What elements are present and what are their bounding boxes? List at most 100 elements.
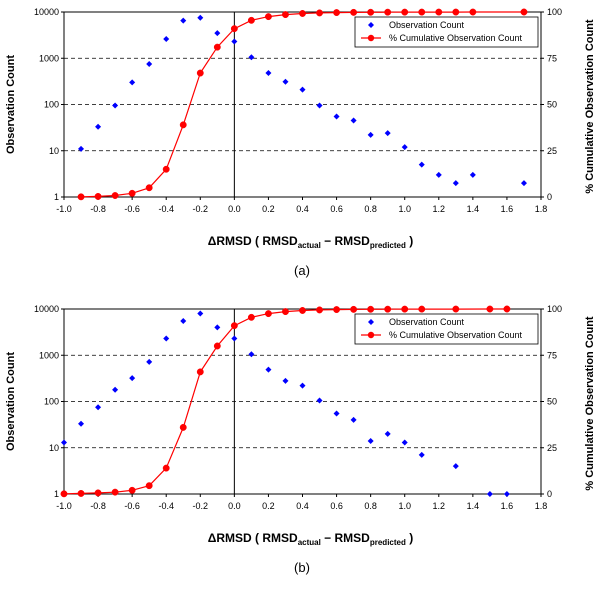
y2-tick-label: 100 xyxy=(547,304,562,314)
cumulative-point xyxy=(299,307,306,314)
observation-count-point xyxy=(418,451,425,458)
x-tick-label: 0.2 xyxy=(262,204,275,214)
y2-tick-label: 75 xyxy=(547,350,557,360)
x-tick-label: 0.4 xyxy=(296,501,309,511)
observation-count-point xyxy=(503,491,510,497)
observation-count-point xyxy=(316,397,323,404)
observation-count-point xyxy=(248,351,255,358)
observation-count-point xyxy=(350,416,357,423)
x-axis-label-part: − RMSD xyxy=(321,234,370,248)
y2-tick-label: 25 xyxy=(547,146,557,156)
cumulative-point xyxy=(162,464,170,472)
x-tick-label: -0.4 xyxy=(158,204,174,214)
x-axis-label: ΔRMSD ( RMSDactual − RMSDpredicted ) xyxy=(208,234,413,250)
x-tick-label: -0.2 xyxy=(193,204,209,214)
cumulative-point xyxy=(452,8,460,16)
observation-count-point xyxy=(112,386,119,393)
x-tick-label: 1.0 xyxy=(398,204,411,214)
x-tick-label: 1.8 xyxy=(535,501,548,511)
observation-count-point xyxy=(180,318,187,325)
observation-count-point xyxy=(78,420,85,427)
y-axis-label: Observation Count xyxy=(5,352,17,451)
cumulative-point xyxy=(77,489,85,497)
observation-count-point xyxy=(231,335,238,342)
cumulative-point xyxy=(162,165,170,173)
y2-axis-label: % Cumulative Observation Count xyxy=(584,19,596,194)
x-tick-label: 0.8 xyxy=(364,204,377,214)
legend-box xyxy=(354,16,539,48)
cumulative-point xyxy=(196,69,204,77)
legend-diamond-marker xyxy=(368,319,374,325)
x-tick-label: -1.0 xyxy=(56,204,72,214)
cumulative-point xyxy=(247,313,255,321)
observation-count-point xyxy=(197,310,204,317)
cumulative-point xyxy=(316,9,323,17)
cumulative-point xyxy=(384,8,392,16)
observation-count-point xyxy=(469,171,476,178)
observation-count-point xyxy=(95,404,102,411)
x-axis-label-subscript: predicted xyxy=(370,241,406,250)
cumulative-point xyxy=(60,490,68,498)
observation-count-point xyxy=(520,180,527,187)
observation-count-point xyxy=(401,439,408,446)
cumulative-point xyxy=(384,305,392,313)
cumulative-point xyxy=(77,193,85,201)
cumulative-point xyxy=(247,16,255,24)
observation-count-point xyxy=(282,78,289,85)
legend-label-cumulative: % Cumulative Observation Count xyxy=(389,330,523,340)
cumulative-point xyxy=(350,305,358,313)
cumulative-point xyxy=(282,308,289,316)
observation-count-point xyxy=(299,86,306,93)
observation-count-point xyxy=(367,437,374,444)
cumulative-point xyxy=(145,482,153,490)
observation-count-point xyxy=(163,36,170,43)
cumulative-point xyxy=(196,368,204,376)
y2-tick-label: 50 xyxy=(547,397,557,407)
cumulative-point xyxy=(111,192,119,199)
observation-count-point xyxy=(435,171,442,178)
observation-count-point xyxy=(384,130,391,137)
observation-count-point xyxy=(401,144,408,151)
cumulative-point xyxy=(503,305,511,313)
cumulative-point xyxy=(179,121,187,129)
x-axis-label-part: ) xyxy=(406,531,413,545)
observation-count-point xyxy=(350,117,357,124)
legend-label-cumulative: % Cumulative Observation Count xyxy=(389,33,523,43)
x-tick-label: 0.0 xyxy=(228,204,241,214)
cumulative-point xyxy=(435,8,443,16)
observation-count-point xyxy=(333,113,340,120)
x-tick-label: -0.4 xyxy=(158,501,174,511)
x-axis-label-part: − RMSD xyxy=(321,531,370,545)
cumulative-point xyxy=(452,305,460,313)
observation-count-point xyxy=(452,463,459,470)
y2-tick-label: 25 xyxy=(547,443,557,453)
cumulative-point xyxy=(128,486,136,494)
x-tick-label: 1.2 xyxy=(433,501,446,511)
x-tick-label: 0.4 xyxy=(296,204,309,214)
x-tick-label: 0.0 xyxy=(228,501,241,511)
x-tick-label: 1.8 xyxy=(535,204,548,214)
x-tick-label: 1.6 xyxy=(501,204,514,214)
y-tick-label: 100 xyxy=(44,397,59,407)
cumulative-point xyxy=(401,8,409,16)
cumulative-point xyxy=(213,342,221,350)
y2-axis-label: % Cumulative Observation Count xyxy=(584,316,596,491)
observation-count-point xyxy=(316,102,323,109)
panel-label: (b) xyxy=(294,560,310,575)
cumulative-point xyxy=(264,13,272,21)
y-tick-label: 1000 xyxy=(39,53,59,63)
cumulative-point xyxy=(486,305,494,313)
observation-count-point xyxy=(452,180,459,187)
observation-count-point xyxy=(248,54,255,61)
legend-label-observation-count: Observation Count xyxy=(389,317,465,327)
observation-count-point xyxy=(282,377,289,384)
x-tick-label: -1.0 xyxy=(56,501,72,511)
x-tick-label: -0.6 xyxy=(124,501,140,511)
x-tick-label: 0.6 xyxy=(330,501,343,511)
cumulative-point xyxy=(333,9,341,17)
y-tick-label: 1 xyxy=(54,489,59,499)
x-tick-label: 1.2 xyxy=(433,204,446,214)
y2-tick-label: 0 xyxy=(547,489,552,499)
y2-tick-label: 100 xyxy=(547,7,562,17)
cumulative-point xyxy=(401,305,409,313)
